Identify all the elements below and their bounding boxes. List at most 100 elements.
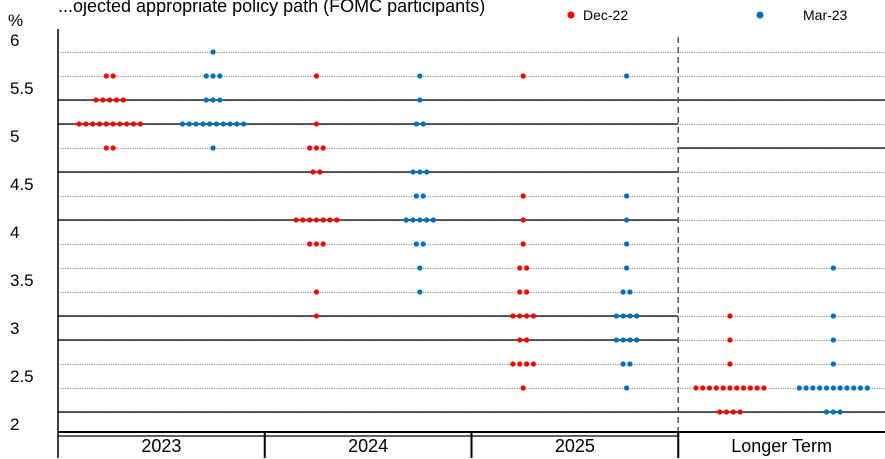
dot-dec22 [517,265,523,271]
legend: Dec-22 Mar-23 [567,7,848,23]
dot-mar23 [623,217,630,223]
dot-dec22 [110,121,116,127]
dot-dec22 [320,217,326,223]
dot-mar23 [424,169,430,175]
dot-dec22 [130,121,137,127]
dot-mar23 [620,337,626,343]
dot-dec22 [723,409,730,415]
dot-dec22 [510,361,516,367]
dot-mar23 [430,217,437,223]
dot-dec22 [100,97,106,103]
legend-marker-mar23 [756,11,764,19]
dot-mar23 [830,337,836,343]
dot-mar23 [796,385,802,391]
dot-mar23 [417,169,423,175]
dot-dec22 [96,121,103,127]
dot-dec22 [720,385,726,391]
dot-dec22 [717,409,723,415]
dot-mar23 [210,49,216,55]
dot-dec22 [510,313,516,319]
dot-mar23 [634,337,640,343]
dot-dec22 [737,409,743,415]
dot-dec22 [117,121,123,127]
y-tick-label: 4.5 [10,175,34,194]
dot-dec22 [530,361,536,367]
dot-mar23 [634,313,640,319]
dot-mar23 [623,241,630,247]
dot-dec22 [307,217,313,223]
dot-dec22 [523,313,530,319]
dot-dec22 [517,361,523,367]
dot-mar23 [623,193,630,199]
dot-mar23 [210,73,216,79]
dot-dec22 [520,193,526,199]
dot-dec22 [124,121,130,127]
dot-dec22 [300,217,306,223]
legend-label-dec22: Dec-22 [583,7,628,23]
dot-mar23 [186,121,192,127]
dot-mar23 [830,409,836,415]
dot-dec22 [90,121,96,127]
dot-mar23 [210,97,216,103]
dot-mar23 [217,73,223,79]
dot-dec22 [103,145,109,151]
dot-mar23 [410,169,416,175]
dot-dec22 [110,145,116,151]
dot-dec22 [334,217,340,223]
dot-dec22 [523,265,530,271]
dot-dec22 [320,241,326,247]
dot-dec22 [734,385,740,391]
dot-mar23 [613,313,619,319]
dot-dec22 [313,313,320,319]
dot-mar23 [627,313,633,319]
dot-dec22 [313,121,320,127]
dot-mar23 [620,289,626,295]
y-tick-label: 3 [10,319,19,338]
dot-dec22 [313,145,320,151]
y-tick-label: 3.5 [10,271,34,290]
dot-mar23 [193,121,199,127]
dot-dec22 [761,385,767,391]
dot-dec22 [740,385,747,391]
dot-mar23 [234,121,240,127]
dot-mar23 [220,121,226,127]
dot-mar23 [823,409,830,415]
dot-mar23 [817,385,823,391]
dot-dec22 [83,121,89,127]
dot-dec22 [700,385,706,391]
dot-mar23 [627,289,633,295]
dot-mar23 [420,193,426,199]
dot-mar23 [810,385,816,391]
dot-mar23 [413,121,420,127]
dot-dec22 [693,385,699,391]
y-tick-label: 5 [10,127,19,146]
dot-mar23 [417,289,423,295]
dot-mar23 [410,217,416,223]
dot-dec22 [110,73,116,79]
dot-mar23 [424,217,430,223]
dot-dec22 [307,145,313,151]
dot-dec22 [313,73,320,79]
dot-dec22 [313,241,320,247]
dot-mar23 [830,361,836,367]
dot-mar23 [844,385,850,391]
dot-mar23 [620,313,626,319]
dot-mar23 [803,385,809,391]
dot-dec22 [137,121,143,127]
dot-mar23 [627,361,633,367]
dot-dec22 [103,121,109,127]
dot-dec22 [103,73,109,79]
dot-dec22 [520,385,526,391]
dot-mar23 [413,193,420,199]
dot-mar23 [830,265,836,271]
dot-mar23 [851,385,857,391]
y-tick-label: 5.5 [10,79,34,98]
dot-mar23 [203,97,209,103]
dot-dec22 [317,169,323,175]
dot-dec22 [727,385,733,391]
dot-mar23 [417,265,423,271]
dot-dec22 [517,313,523,319]
dot-mar23 [417,73,423,79]
category-label: 2025 [555,436,595,456]
dot-dec22 [754,385,760,391]
